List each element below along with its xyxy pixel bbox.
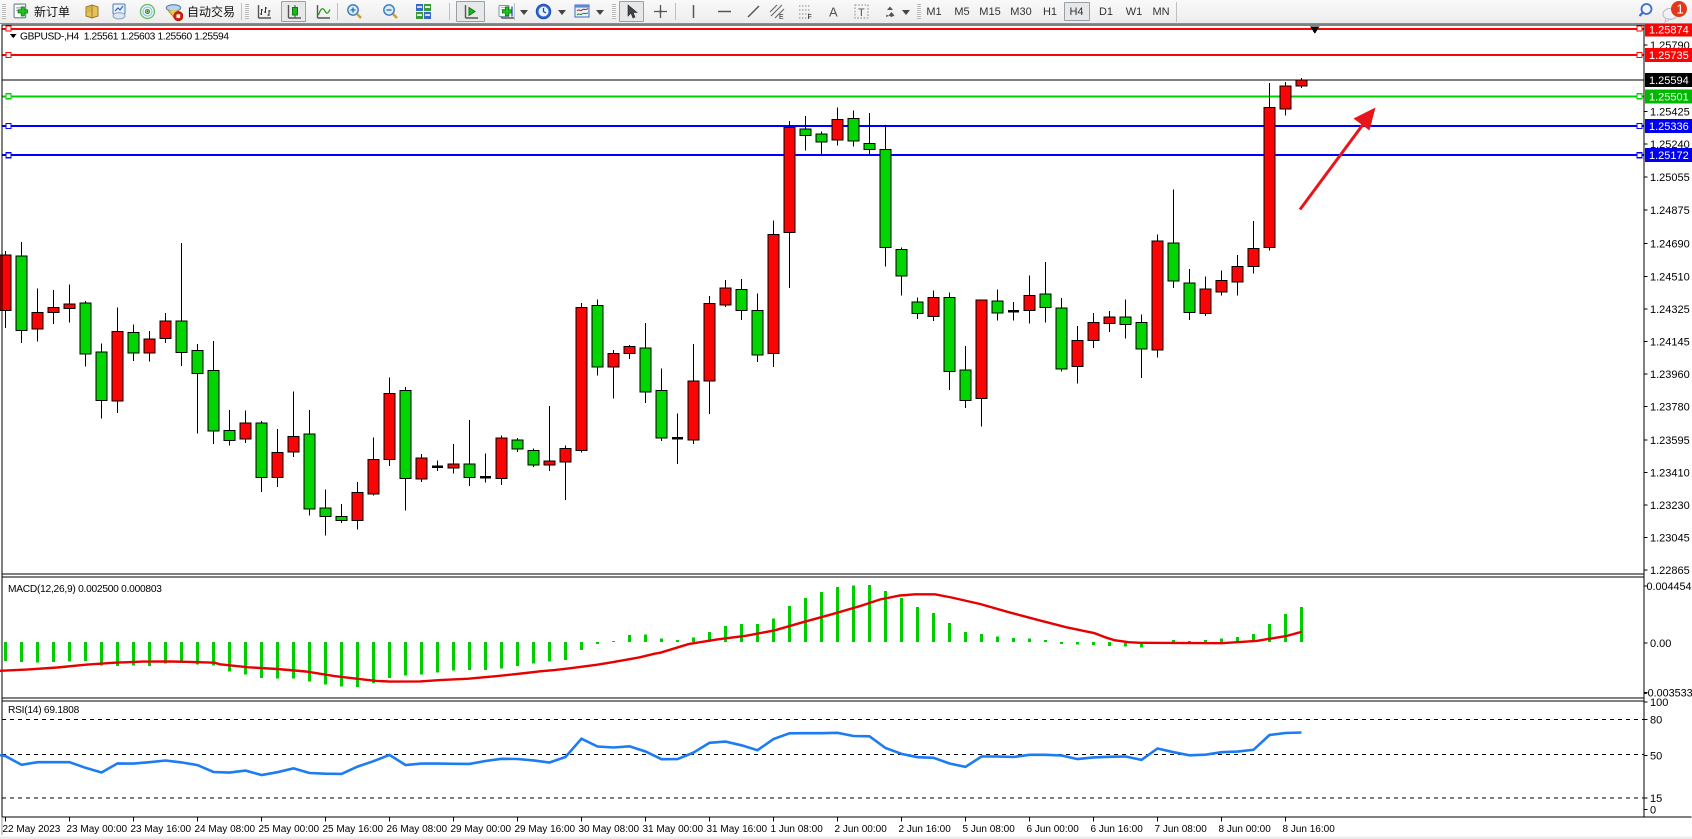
svg-text:100: 100: [1650, 697, 1668, 709]
svg-text:2 Jun 16:00: 2 Jun 16:00: [899, 824, 952, 835]
svg-text:RSI(14) 69.1808: RSI(14) 69.1808: [8, 705, 80, 716]
svg-text:1.23410: 1.23410: [1650, 468, 1690, 480]
svg-text:0: 0: [1650, 804, 1656, 816]
svg-text:1.25874: 1.25874: [1649, 25, 1689, 37]
svg-text:1: 1: [1677, 2, 1684, 17]
svg-text:31 May 16:00: 31 May 16:00: [707, 824, 768, 835]
svg-text:1.22865: 1.22865: [1650, 565, 1690, 577]
svg-text:8 Jun 00:00: 8 Jun 00:00: [1219, 824, 1272, 835]
svg-text:0.00: 0.00: [1650, 638, 1671, 650]
svg-text:1.25735: 1.25735: [1649, 50, 1689, 62]
svg-text:1.25240: 1.25240: [1650, 139, 1690, 151]
svg-text:-0.003533: -0.003533: [1644, 688, 1692, 700]
svg-text:1.24510: 1.24510: [1650, 272, 1690, 284]
svg-text:1.25336: 1.25336: [1649, 121, 1689, 133]
svg-text:1.25172: 1.25172: [1649, 150, 1689, 162]
svg-text:6 Jun 16:00: 6 Jun 16:00: [1091, 824, 1144, 835]
svg-text:1.23780: 1.23780: [1650, 402, 1690, 414]
svg-text:30 May 08:00: 30 May 08:00: [579, 824, 640, 835]
svg-text:1.23595: 1.23595: [1650, 435, 1690, 447]
svg-text:22 May 2023: 22 May 2023: [3, 824, 61, 835]
svg-text:1.25055: 1.25055: [1650, 172, 1690, 184]
svg-text:7 Jun 08:00: 7 Jun 08:00: [1155, 824, 1208, 835]
svg-text:1.24690: 1.24690: [1650, 239, 1690, 251]
svg-text:26 May 08:00: 26 May 08:00: [387, 824, 448, 835]
svg-text:1.25425: 1.25425: [1650, 107, 1690, 119]
svg-text:2 Jun 00:00: 2 Jun 00:00: [835, 824, 888, 835]
svg-text:6 Jun 00:00: 6 Jun 00:00: [1027, 824, 1080, 835]
svg-text:1.24325: 1.24325: [1650, 304, 1690, 316]
svg-text:1.24145: 1.24145: [1650, 337, 1690, 349]
svg-text:50: 50: [1650, 750, 1662, 762]
svg-text:80: 80: [1650, 715, 1662, 727]
svg-text:1.25594: 1.25594: [1649, 75, 1689, 87]
svg-text:E: E: [779, 14, 784, 20]
svg-text:F: F: [808, 14, 812, 20]
svg-text:0.004454: 0.004454: [1647, 581, 1692, 593]
svg-text:T: T: [858, 7, 865, 19]
svg-text:1.24875: 1.24875: [1650, 205, 1690, 217]
svg-text:8 Jun 16:00: 8 Jun 16:00: [1283, 824, 1336, 835]
svg-text:MACD(12,26,9) 0.002500 0.00080: MACD(12,26,9) 0.002500 0.000803: [8, 584, 162, 595]
svg-text:1.23960: 1.23960: [1650, 369, 1690, 381]
svg-text:31 May 00:00: 31 May 00:00: [643, 824, 704, 835]
svg-text:15: 15: [1650, 793, 1662, 805]
svg-text:GBPUSD-,H4 1.25561 1.25603 1.: GBPUSD-,H4 1.25561 1.25603 1.25560 1.255…: [20, 32, 229, 43]
svg-text:29 May 16:00: 29 May 16:00: [515, 824, 576, 835]
svg-text:25 May 00:00: 25 May 00:00: [259, 824, 320, 835]
svg-text:1.25501: 1.25501: [1649, 91, 1689, 103]
svg-text:5 Jun 08:00: 5 Jun 08:00: [963, 824, 1016, 835]
svg-text:29 May 00:00: 29 May 00:00: [451, 824, 512, 835]
svg-text:25 May 16:00: 25 May 16:00: [323, 824, 384, 835]
svg-text:1.23230: 1.23230: [1650, 500, 1690, 512]
svg-text:1.23045: 1.23045: [1650, 533, 1690, 545]
svg-text:23 May 16:00: 23 May 16:00: [131, 824, 192, 835]
svg-text:A: A: [829, 5, 838, 20]
svg-text:23 May 00:00: 23 May 00:00: [67, 824, 128, 835]
svg-text:1 Jun 08:00: 1 Jun 08:00: [771, 824, 824, 835]
svg-text:24 May 08:00: 24 May 08:00: [195, 824, 256, 835]
